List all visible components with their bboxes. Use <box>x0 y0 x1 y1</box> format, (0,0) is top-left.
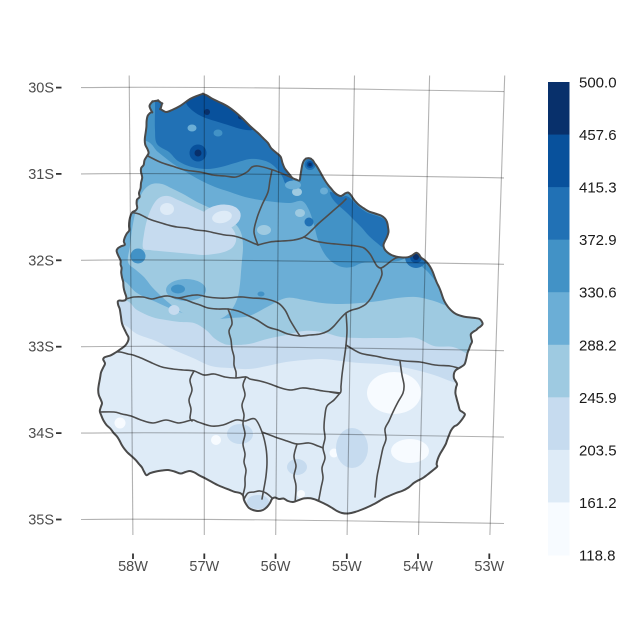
svg-text:35S: 35S <box>28 513 54 529</box>
svg-text:415.3: 415.3 <box>579 180 617 197</box>
svg-text:53W: 53W <box>474 559 504 575</box>
svg-text:118.8: 118.8 <box>579 548 615 565</box>
svg-text:30S: 30S <box>28 81 54 97</box>
svg-text:54W: 54W <box>403 559 433 575</box>
svg-text:56W: 56W <box>261 559 291 575</box>
svg-text:55W: 55W <box>332 559 362 575</box>
svg-text:372.9: 372.9 <box>579 232 617 249</box>
svg-text:457.6: 457.6 <box>579 127 617 144</box>
svg-text:330.6: 330.6 <box>579 285 617 302</box>
svg-text:58W: 58W <box>118 559 148 575</box>
svg-text:33S: 33S <box>28 340 54 356</box>
svg-text:32S: 32S <box>28 253 54 269</box>
svg-text:500.0: 500.0 <box>579 75 617 92</box>
svg-text:34S: 34S <box>28 426 54 442</box>
svg-text:203.5: 203.5 <box>579 442 617 459</box>
svg-text:161.2: 161.2 <box>579 495 617 512</box>
svg-text:245.9: 245.9 <box>579 390 617 407</box>
svg-text:31S: 31S <box>28 167 54 183</box>
svg-text:288.2: 288.2 <box>579 337 617 354</box>
svg-text:57W: 57W <box>189 559 219 575</box>
